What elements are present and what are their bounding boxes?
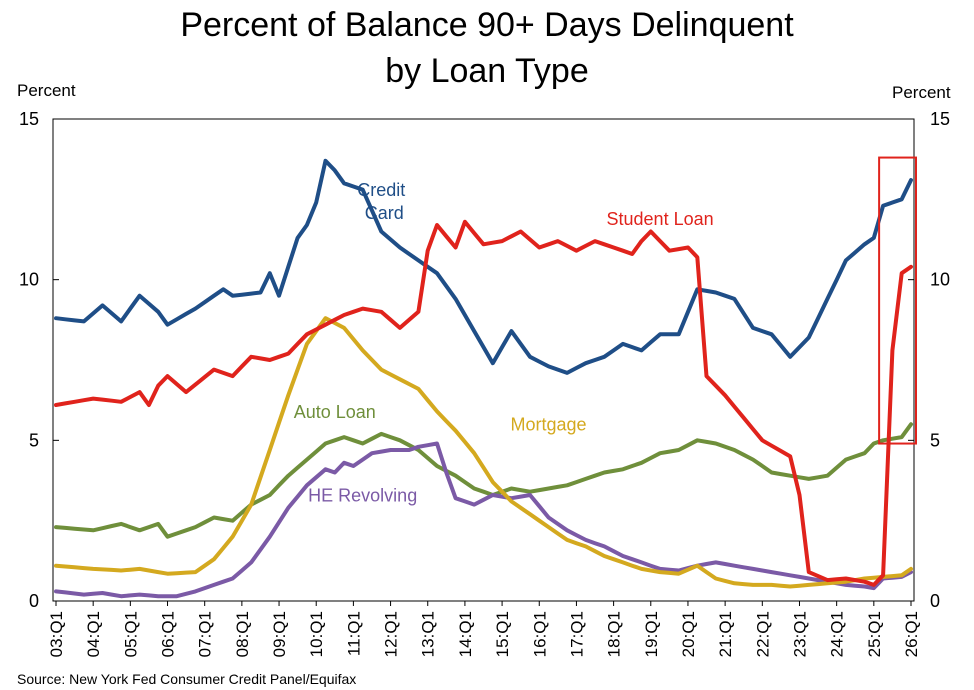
series-label-student-loan: Student Loan <box>607 209 714 229</box>
series-label-credit-card: Credit Card <box>357 180 405 223</box>
x-tick-label: 06:Q1 <box>159 611 178 657</box>
source-note: Source: New York Fed Consumer Credit Pan… <box>17 671 356 687</box>
x-tick-label: 10:Q1 <box>307 611 326 657</box>
x-tick-label: 13:Q1 <box>419 611 438 657</box>
x-tick-label: 20:Q1 <box>679 611 698 657</box>
x-tick-label: 21:Q1 <box>716 611 735 657</box>
y-tick-label-right: 0 <box>930 591 940 611</box>
x-tick-label: 15:Q1 <box>493 611 512 657</box>
y-tick-label-left: 15 <box>19 109 39 129</box>
chart-title-line2: by Loan Type <box>385 52 589 90</box>
series-line-mortgage <box>54 316 913 589</box>
x-tick-label: 14:Q1 <box>456 611 475 657</box>
x-tick-label: 19:Q1 <box>642 611 661 657</box>
x-tick-label: 09:Q1 <box>270 611 289 657</box>
x-tick-label: 24:Q1 <box>828 611 847 657</box>
x-tick-label: 04:Q1 <box>84 611 103 657</box>
plot-frame <box>52 118 915 602</box>
highlight-box <box>878 156 918 445</box>
y-tick-label-left: 5 <box>29 430 39 450</box>
x-tick-label: 08:Q1 <box>233 611 252 657</box>
y-tick-label-right: 10 <box>930 270 950 290</box>
y-tick-label-left: 10 <box>19 270 39 290</box>
series-label-mortgage: Mortgage <box>511 415 587 435</box>
chart-title-line1: Percent of Balance 90+ Days Delinquent <box>180 6 794 44</box>
x-tick-label: 18:Q1 <box>605 611 624 657</box>
x-tick-label: 26:Q1 <box>902 611 921 657</box>
series-line-student-loan <box>54 219 913 587</box>
x-tick-label: 12:Q1 <box>382 611 401 657</box>
series-label-he-revolving: HE Revolving <box>308 485 417 505</box>
x-tick-label: 23:Q1 <box>790 611 809 657</box>
series-label-auto-loan: Auto Loan <box>294 402 376 422</box>
y-axis-label-left: Percent <box>17 81 76 100</box>
y-axis-label-right: Percent <box>892 83 951 102</box>
plot-area: 0 0 5 5 10 10 15 15 03:Q1 04:Q1 05:Q1 06:Q1 07:Q1 08:… <box>19 109 950 657</box>
series-line-auto-loan <box>54 422 913 539</box>
y-tick-label-right: 15 <box>930 109 950 129</box>
x-tick-label: 17:Q1 <box>567 611 586 657</box>
y-tick-label-left: 0 <box>29 591 39 611</box>
x-tick-label: 11:Q1 <box>344 611 363 656</box>
x-tick-label: 25:Q1 <box>865 611 884 657</box>
y-tick-label-right: 5 <box>930 430 940 450</box>
series-line-credit-card <box>54 158 913 375</box>
x-tick-label: 03:Q1 <box>47 611 66 657</box>
x-tick-label: 16:Q1 <box>530 611 549 657</box>
series-line-he-revolving <box>54 441 913 599</box>
x-tick-label: 07:Q1 <box>196 611 215 657</box>
x-tick-label: 22:Q1 <box>753 611 772 657</box>
x-tick-label: 05:Q1 <box>121 611 140 657</box>
